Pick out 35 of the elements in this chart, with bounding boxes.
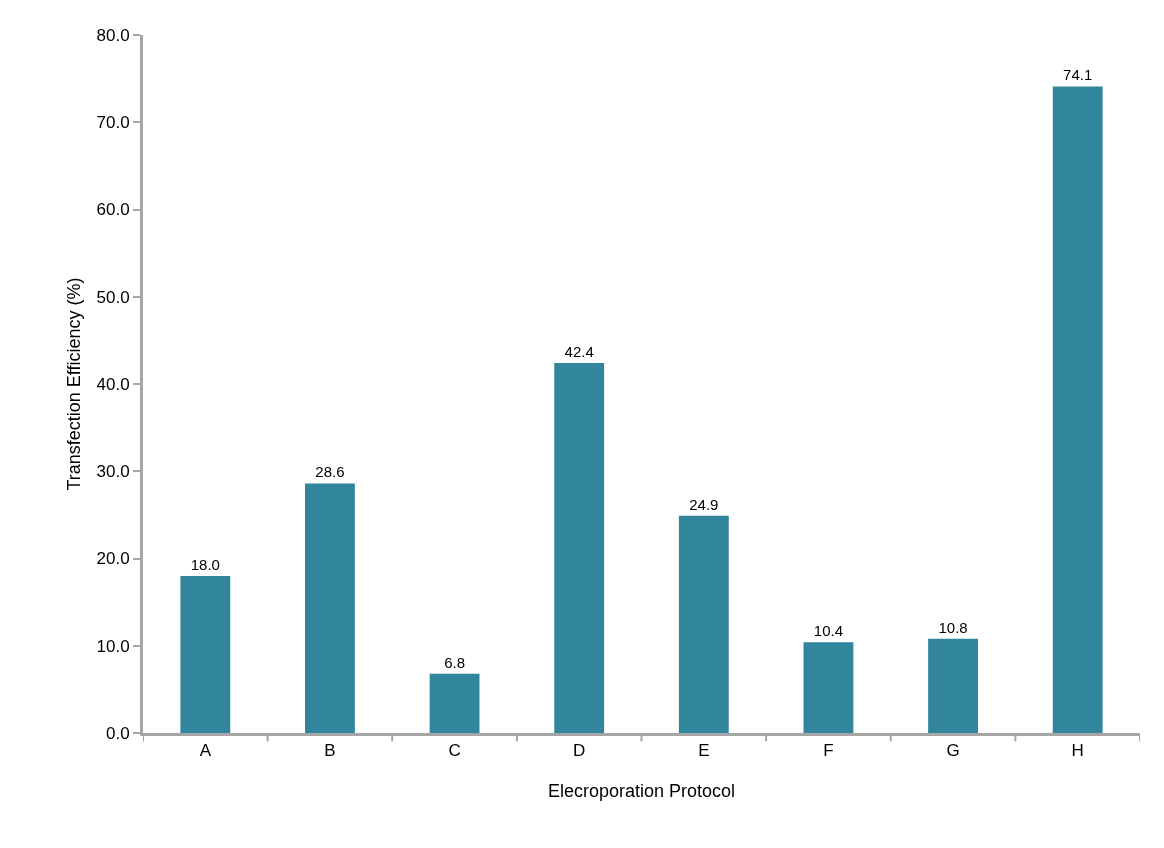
bar <box>429 673 480 733</box>
x-tick-label: E <box>698 741 710 761</box>
y-tick-label: 30.0 <box>96 462 130 482</box>
bar <box>554 363 605 733</box>
x-axis-title: Elecroporation Protocol <box>547 780 736 801</box>
y-tick-label: 10.0 <box>96 636 130 656</box>
x-tick-label: F <box>823 741 834 761</box>
x-tick-label: C <box>448 741 461 761</box>
data-label: 24.9 <box>689 495 719 513</box>
y-tick-label: 70.0 <box>96 113 130 133</box>
y-tick-label: 40.0 <box>96 374 130 394</box>
bar <box>1052 86 1103 733</box>
data-label: 18.0 <box>190 555 220 573</box>
data-label: 10.4 <box>813 622 844 640</box>
y-tick-label: 20.0 <box>96 549 130 569</box>
x-tick-label: A <box>199 741 212 761</box>
x-tick-label: D <box>573 741 586 761</box>
x-tick-label: H <box>1071 741 1084 761</box>
data-label: 42.4 <box>564 343 594 361</box>
y-tick-label: 0.0 <box>105 723 130 743</box>
bar <box>678 515 729 733</box>
y-tick-label: 80.0 <box>96 25 130 45</box>
y-tick-label: 50.0 <box>96 287 130 307</box>
x-tick-label: G <box>946 741 960 761</box>
data-label: 10.8 <box>938 618 968 636</box>
data-label: 28.6 <box>315 463 345 481</box>
bar <box>305 483 355 733</box>
bar <box>180 575 231 733</box>
x-tick-label: B <box>324 741 336 761</box>
bar <box>803 642 854 733</box>
y-axis-title: Transfection Efficiency (%) <box>63 277 84 491</box>
y-tick-label: 60.0 <box>96 200 130 220</box>
data-label: 6.8 <box>444 653 465 671</box>
bar <box>928 638 978 733</box>
data-label: 74.1 <box>1063 66 1093 84</box>
